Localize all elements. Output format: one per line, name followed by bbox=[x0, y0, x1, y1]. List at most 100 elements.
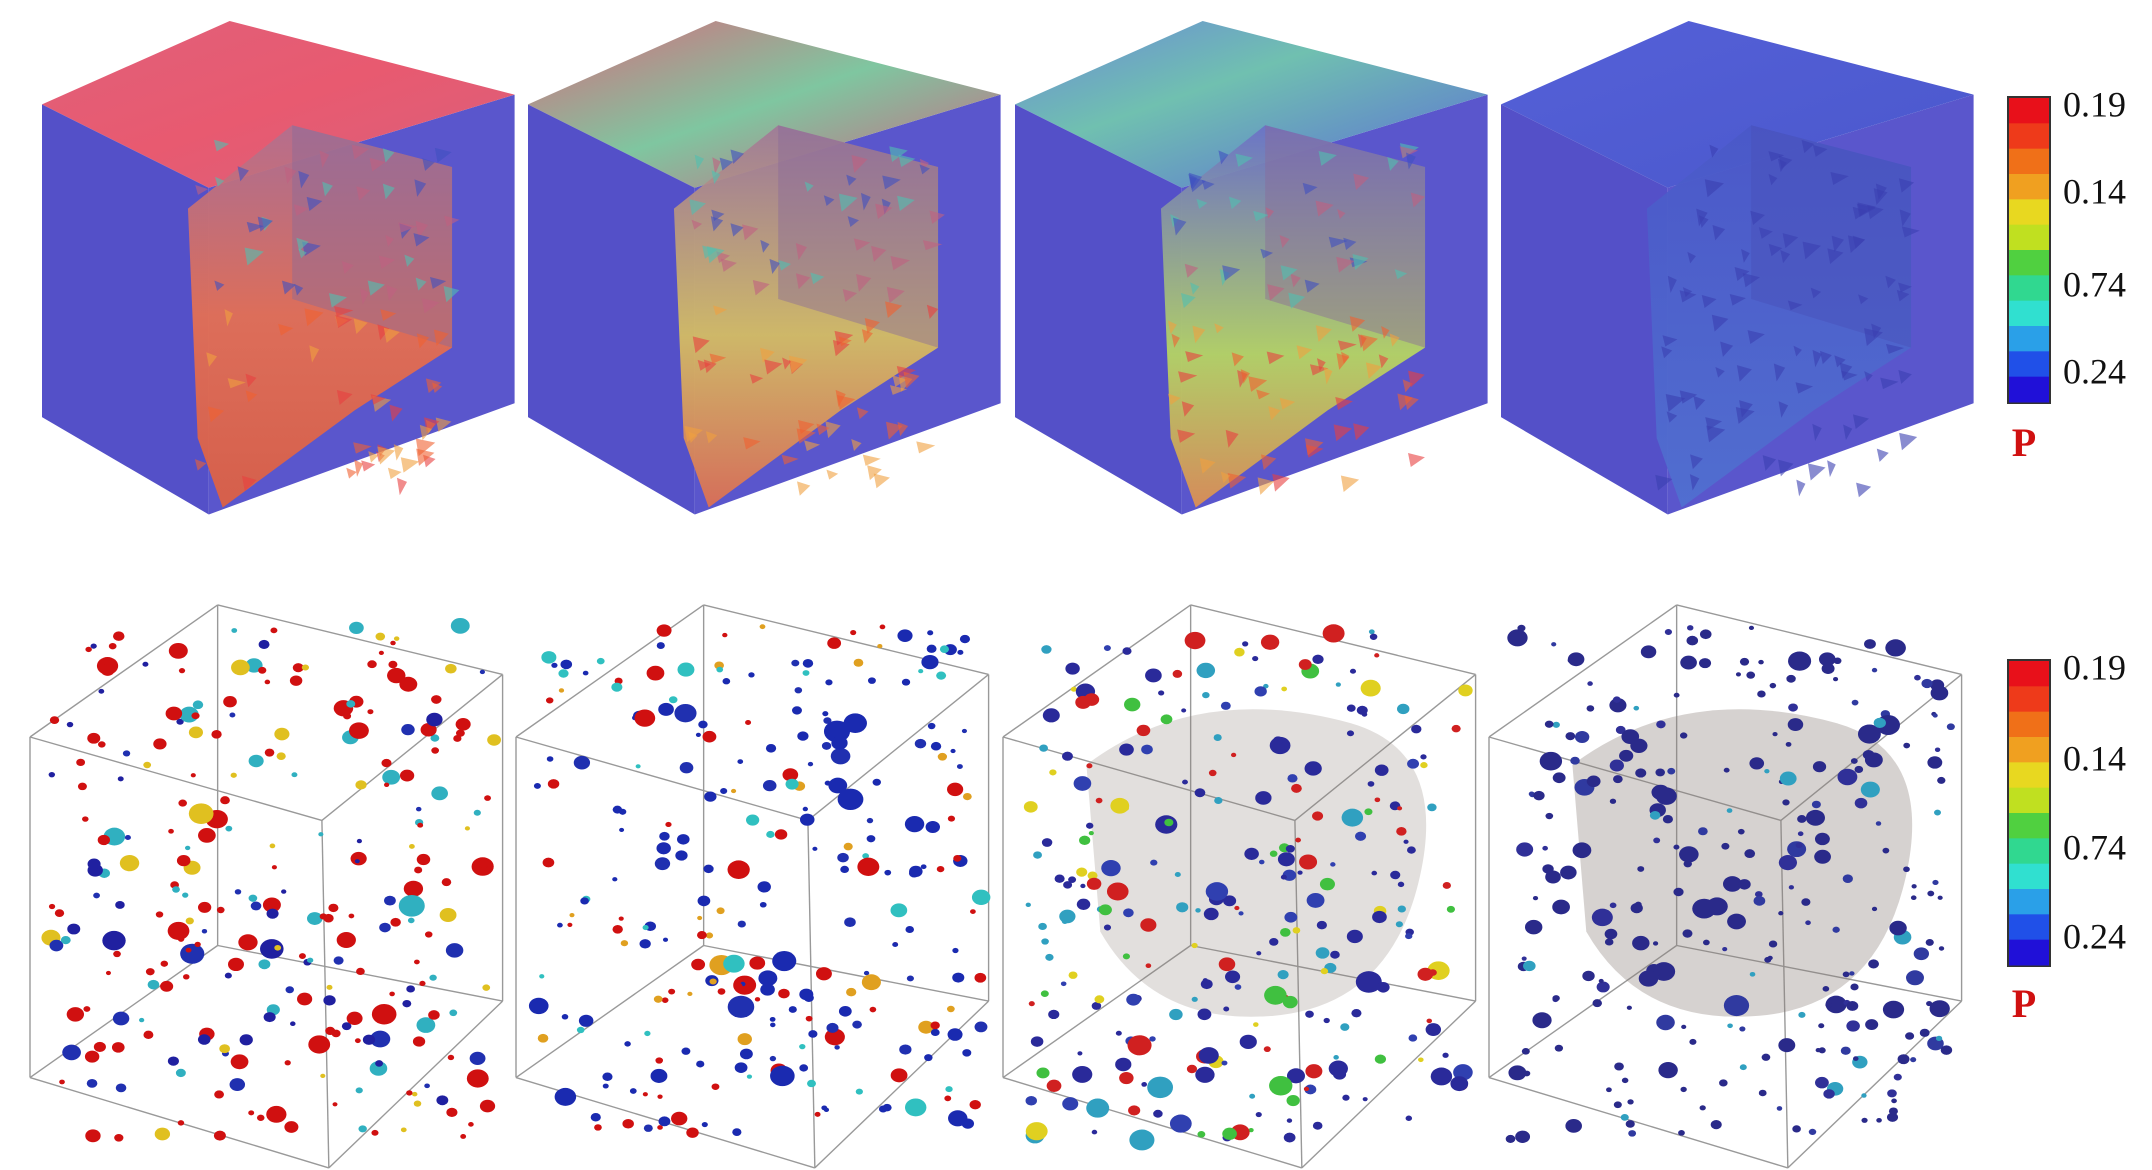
surface-facet bbox=[1257, 477, 1275, 495]
pore bbox=[323, 913, 334, 923]
pore bbox=[1277, 969, 1289, 980]
pore bbox=[412, 1036, 426, 1047]
pore bbox=[1191, 942, 1198, 949]
pore bbox=[1060, 981, 1067, 987]
pore bbox=[1887, 1089, 1897, 1098]
pore bbox=[1587, 681, 1593, 686]
colorbar-tick: 0.19 bbox=[2063, 647, 2126, 687]
pore bbox=[1682, 929, 1693, 938]
cube-left-face bbox=[1015, 104, 1182, 515]
pore bbox=[840, 865, 849, 874]
pore bbox=[930, 741, 942, 751]
surface-facet bbox=[244, 247, 264, 266]
pore bbox=[1932, 879, 1939, 886]
pore bbox=[1283, 1132, 1296, 1143]
pore bbox=[83, 1006, 91, 1012]
pore bbox=[1306, 892, 1325, 908]
pore bbox=[602, 1072, 613, 1082]
surface-facet bbox=[1712, 225, 1726, 241]
pore bbox=[618, 916, 624, 921]
pore bbox=[1169, 1114, 1192, 1133]
pore bbox=[346, 1011, 363, 1025]
pore bbox=[1905, 1032, 1915, 1040]
pore bbox=[962, 1049, 972, 1057]
surface-facet bbox=[356, 186, 371, 201]
pore bbox=[828, 777, 848, 794]
pore bbox=[1544, 720, 1554, 728]
surface-facet bbox=[431, 382, 443, 394]
surface-facet bbox=[353, 318, 368, 335]
surface-facet bbox=[826, 469, 839, 480]
pore bbox=[1719, 1079, 1728, 1087]
surface-facet bbox=[1812, 349, 1822, 368]
pore bbox=[82, 816, 89, 822]
pore bbox=[665, 821, 672, 828]
pore bbox=[1315, 947, 1330, 959]
surface-facet bbox=[903, 371, 920, 389]
surface-facet bbox=[1336, 256, 1355, 273]
surface-facet bbox=[1810, 287, 1822, 299]
pore bbox=[1586, 705, 1595, 712]
pore bbox=[1632, 935, 1650, 951]
pore bbox=[1408, 1034, 1418, 1042]
pore bbox=[399, 676, 418, 692]
pore bbox=[1160, 714, 1173, 725]
pore bbox=[1320, 968, 1329, 975]
pore bbox=[1897, 1054, 1910, 1065]
pore bbox=[1815, 1047, 1821, 1053]
pore bbox=[415, 806, 422, 812]
surface-facet bbox=[1709, 144, 1719, 158]
pore bbox=[695, 732, 701, 737]
pore bbox=[1849, 971, 1855, 976]
pore bbox=[1304, 761, 1322, 776]
colorbar-step bbox=[2009, 376, 2049, 403]
pore bbox=[850, 629, 857, 636]
pore bbox=[292, 663, 304, 673]
pore bbox=[430, 734, 440, 742]
colorbar-step bbox=[2009, 838, 2049, 865]
pore bbox=[269, 843, 276, 849]
pore bbox=[837, 788, 864, 811]
pore bbox=[1542, 845, 1548, 851]
pore bbox=[1091, 1129, 1098, 1135]
pore bbox=[1181, 708, 1187, 713]
pore bbox=[160, 960, 169, 967]
surface-facet bbox=[378, 255, 396, 269]
pore bbox=[1551, 642, 1557, 647]
pore bbox=[172, 886, 180, 893]
surface-facet bbox=[1852, 414, 1869, 430]
pore bbox=[1256, 951, 1262, 956]
pore bbox=[1906, 970, 1924, 986]
pore bbox=[921, 654, 939, 670]
pore bbox=[1340, 1023, 1350, 1031]
surface-facet bbox=[1340, 475, 1360, 493]
pore bbox=[1284, 911, 1298, 923]
pore bbox=[762, 780, 777, 792]
pore bbox=[746, 814, 760, 826]
surface-facet bbox=[1795, 382, 1814, 394]
pore bbox=[1627, 1099, 1634, 1105]
pore bbox=[93, 892, 100, 899]
pore bbox=[1319, 877, 1335, 891]
pore bbox=[197, 1034, 211, 1045]
pore bbox=[730, 788, 737, 794]
box-edge bbox=[1488, 944, 1678, 1079]
surface-facet bbox=[838, 336, 852, 347]
pore bbox=[794, 687, 803, 694]
surface-facet bbox=[710, 216, 724, 232]
surface-facet bbox=[224, 309, 233, 327]
surface-facet bbox=[1253, 210, 1269, 222]
pore bbox=[1038, 922, 1047, 931]
pore bbox=[1699, 629, 1712, 640]
pore bbox=[86, 1078, 98, 1088]
pore bbox=[1169, 1008, 1183, 1021]
pore bbox=[1664, 628, 1673, 635]
pore bbox=[256, 1114, 265, 1121]
pore bbox=[1287, 774, 1298, 783]
surface-facet bbox=[377, 324, 390, 341]
surface-facet bbox=[1704, 179, 1724, 198]
pore bbox=[869, 1006, 877, 1013]
cube-cut bbox=[187, 125, 453, 508]
surface-facet bbox=[1841, 370, 1858, 381]
pore bbox=[1303, 1086, 1310, 1092]
